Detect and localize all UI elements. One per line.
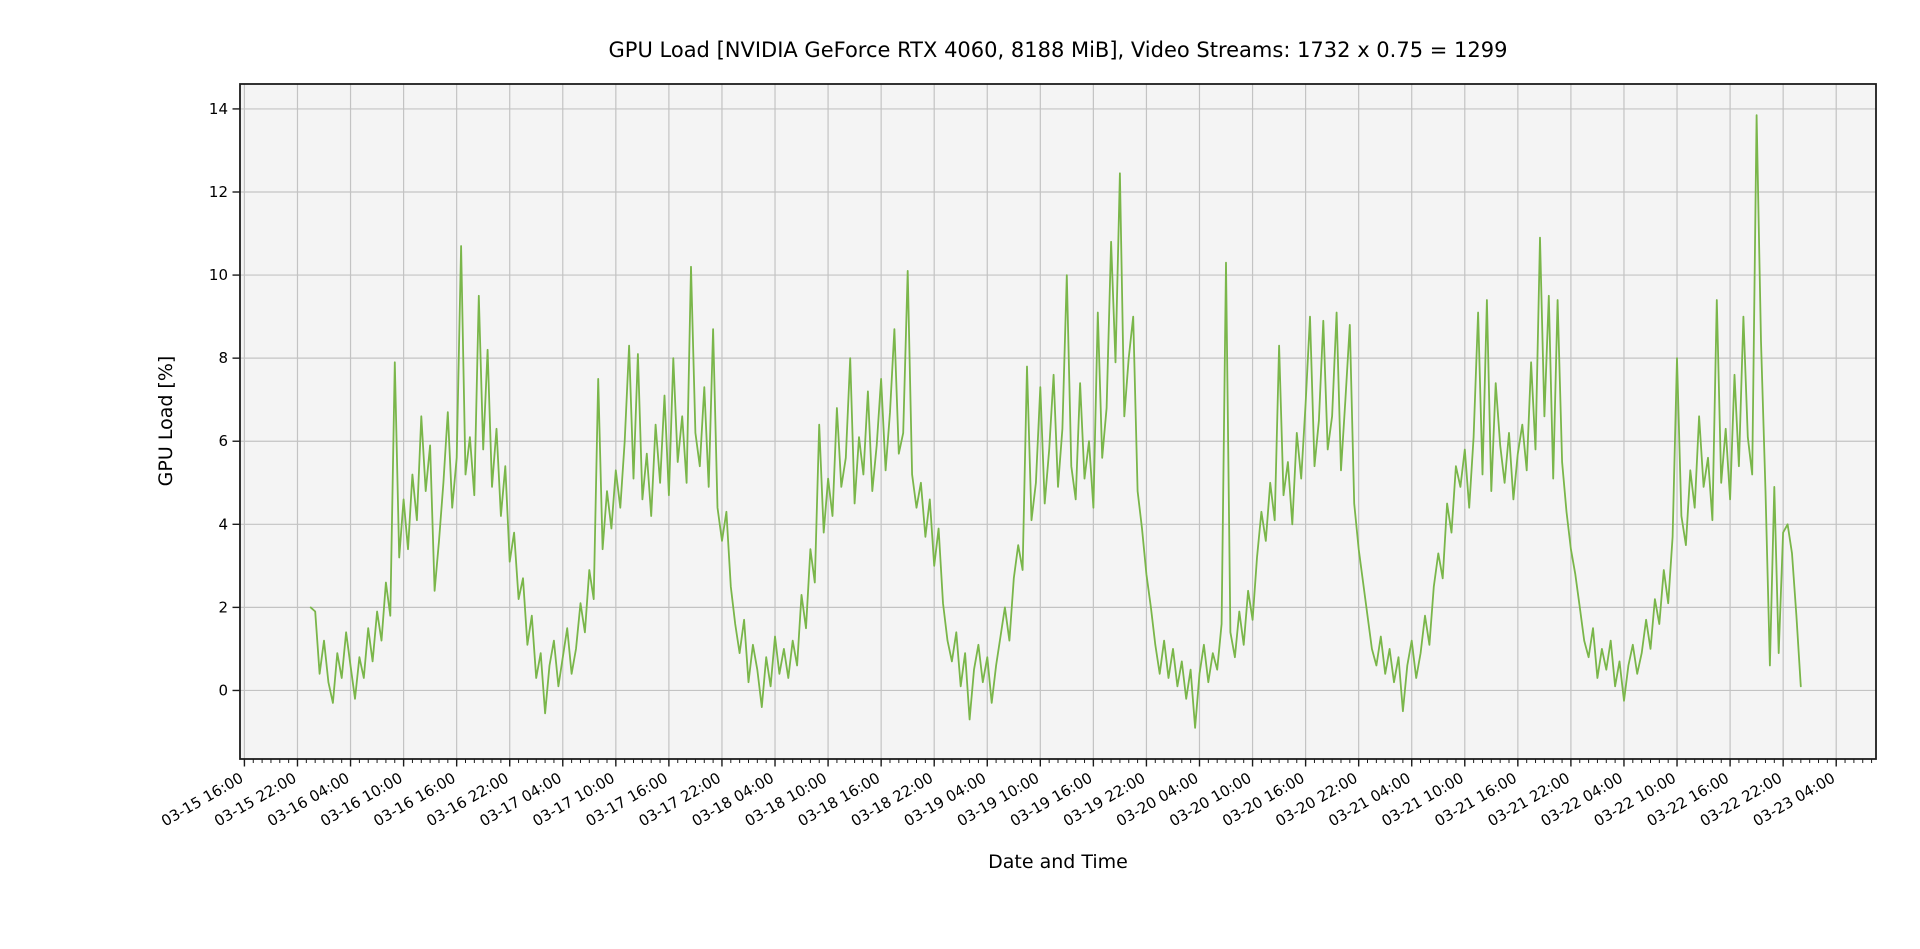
y-tick-label: 6 xyxy=(218,432,228,450)
grid-lines xyxy=(240,84,1876,759)
y-axis-label: GPU Load [%] xyxy=(155,356,177,487)
chart-title: GPU Load [NVIDIA GeForce RTX 4060, 8188 … xyxy=(609,38,1508,62)
y-tick-label: 12 xyxy=(209,183,228,201)
y-tick-label: 10 xyxy=(209,266,228,284)
gpu-load-line xyxy=(309,114,1802,729)
y-tick-label: 4 xyxy=(218,515,228,533)
axis-ticks xyxy=(232,108,1873,767)
x-axis-label: Date and Time xyxy=(988,851,1128,873)
series-line xyxy=(309,114,1802,729)
y-tick-label: 14 xyxy=(209,100,228,118)
y-tick-label: 0 xyxy=(218,681,228,699)
y-tick-labels: 0 2 4 6 8 10 12 14 xyxy=(209,100,228,700)
y-tick-label: 2 xyxy=(218,598,228,616)
y-tick-label: 8 xyxy=(218,349,228,367)
plot-area xyxy=(240,84,1876,759)
